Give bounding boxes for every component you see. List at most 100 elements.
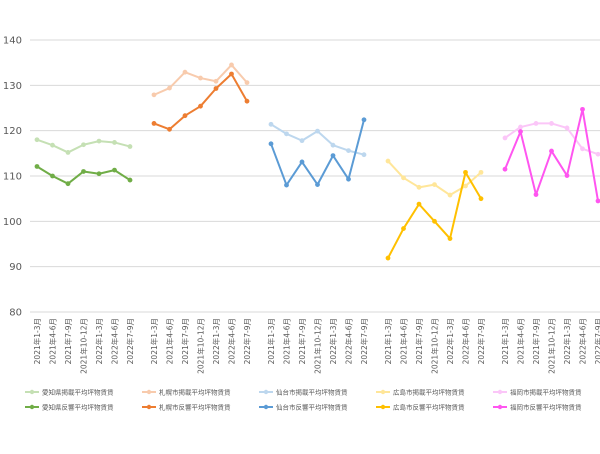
- legend-label: 愛知県掲載平均坪物賃賃: [42, 387, 114, 396]
- data-point: [65, 181, 71, 187]
- x-tick-label: 2022年7-9月: [242, 318, 252, 364]
- legend-marker-icon: [263, 404, 269, 410]
- legend-label: 札幌市掲載平均坪物賃賃: [159, 387, 231, 396]
- legend-marker-icon: [29, 389, 35, 395]
- x-tick-label: 2021年10-12月: [196, 318, 206, 374]
- data-point: [50, 173, 55, 179]
- data-point: [229, 71, 234, 77]
- x-tick-label: 2022年4-6月: [227, 318, 237, 364]
- legend-entry: 仙台市反響平均坪物賃賃: [259, 402, 348, 411]
- data-point: [346, 148, 351, 154]
- data-point: [213, 78, 219, 84]
- x-tick-label: 2021年7-9月: [531, 318, 541, 364]
- legend-label: 福岡市反響平均坪物賃賃: [510, 402, 582, 411]
- x-tick-label: 2021年4-6月: [165, 318, 175, 364]
- data-point: [167, 85, 172, 91]
- legend-label: 仙台市掲載平均坪物賃賃: [276, 387, 348, 396]
- x-tick-label: 2022年1-3月: [94, 318, 104, 364]
- x-tick-label: 2022年1-3月: [562, 318, 572, 364]
- legend-entry: 広島市掲載平均坪物賃賃: [376, 387, 465, 396]
- legend-marker-icon: [146, 404, 152, 410]
- data-point: [182, 113, 188, 119]
- data-point: [564, 125, 570, 131]
- data-point: [595, 198, 600, 204]
- data-point: [127, 144, 133, 149]
- data-point: [447, 236, 453, 241]
- x-tick-label: 2021年4-6月: [399, 318, 409, 364]
- data-point: [533, 192, 539, 197]
- y-tick-label: 90: [9, 262, 22, 273]
- y-tick-label: 130: [3, 81, 22, 92]
- legend-entry: 愛知県掲載平均坪物賃賃: [25, 387, 114, 396]
- data-point: [518, 129, 523, 134]
- legend-entry: 愛知県反響平均坪物賃賃: [25, 402, 114, 411]
- data-point: [533, 121, 539, 126]
- x-tick-label: 2021年10-12月: [313, 318, 323, 374]
- legend-entry: 札幌市掲載平均坪物賃賃: [142, 387, 231, 396]
- x-tick-label: 2022年7-9月: [359, 318, 369, 364]
- x-tick-label: 2022年1-3月: [445, 318, 455, 364]
- x-tick-label: 2022年7-9月: [593, 318, 600, 364]
- legend-entry: 福岡市掲載平均坪物賃賃: [493, 387, 582, 396]
- series-line: [153, 73, 248, 131]
- y-tick-label: 140: [3, 36, 22, 47]
- data-point: [432, 182, 437, 188]
- x-tick-label: 2022年4-6月: [344, 318, 354, 364]
- data-point: [299, 159, 305, 165]
- legend-marker-icon: [29, 404, 35, 410]
- data-point: [463, 183, 468, 189]
- data-point: [151, 121, 157, 126]
- x-tick-label: 2021年4-6月: [516, 318, 526, 364]
- legend-label: 札幌市反響平均坪物賃賃: [159, 402, 231, 411]
- data-point: [361, 152, 367, 158]
- data-point: [330, 153, 336, 159]
- data-point: [463, 169, 468, 175]
- x-tick-label: 2021年7-9月: [414, 318, 424, 364]
- x-tick-label: 2021年7-9月: [63, 318, 73, 364]
- data-point: [268, 121, 274, 127]
- x-tick-label: 2021年7-9月: [297, 318, 307, 364]
- x-tick-label: 2021年10-12月: [547, 318, 557, 374]
- x-tick-label: 2021年1-3月: [266, 318, 276, 364]
- data-point: [346, 176, 351, 182]
- data-point: [502, 135, 508, 141]
- data-point: [182, 69, 188, 75]
- x-tick-label: 2022年7-9月: [125, 318, 135, 364]
- legend-label: 広島市反響平均坪物賃賃: [393, 402, 465, 411]
- x-tick-label: 2022年7-9月: [476, 318, 486, 364]
- x-tick-label: 2021年10-12月: [79, 318, 89, 374]
- data-point: [244, 98, 250, 104]
- legend-marker-icon: [146, 389, 152, 395]
- data-point: [65, 150, 71, 155]
- x-tick-label: 2021年4-6月: [282, 318, 292, 364]
- data-point: [229, 62, 234, 68]
- x-tick-label: 2021年10-12月: [430, 318, 440, 374]
- data-point: [478, 169, 484, 175]
- gridlines: [30, 39, 600, 313]
- data-point: [268, 141, 274, 147]
- data-point: [518, 124, 523, 130]
- legend-marker-icon: [497, 389, 503, 395]
- legend-marker-icon: [497, 404, 503, 410]
- y-tick-label: 120: [3, 126, 22, 137]
- data-point: [81, 169, 86, 174]
- data-point: [416, 184, 422, 190]
- data-point: [385, 158, 391, 164]
- data-point: [580, 146, 585, 152]
- x-tick-label: 2021年1-3月: [149, 318, 159, 364]
- data-point: [361, 117, 367, 123]
- data-point: [315, 128, 320, 134]
- legend-label: 仙台市反響平均坪物賃賃: [276, 402, 348, 411]
- legend-marker-icon: [380, 389, 386, 395]
- data-point: [96, 138, 102, 144]
- data-point: [299, 138, 305, 144]
- data-point: [478, 196, 484, 202]
- data-point: [284, 131, 289, 137]
- data-point: [580, 106, 585, 112]
- legend-marker-icon: [380, 404, 386, 410]
- legend-label: 福岡市掲載平均坪物賃賃: [510, 387, 582, 396]
- legend-entry: 福岡市反響平均坪物賃賃: [493, 402, 582, 411]
- data-point: [416, 201, 422, 207]
- x-tick-label: 2021年1-3月: [500, 318, 510, 364]
